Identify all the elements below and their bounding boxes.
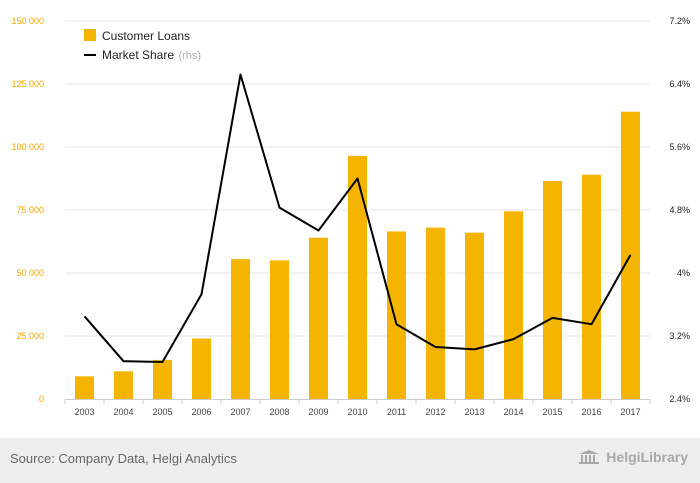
right-tick-label: 4.8%	[669, 205, 690, 215]
legend-label-customer-loans: Customer Loans	[102, 29, 190, 43]
legend: Customer Loans Market Share (rhs)	[84, 29, 201, 63]
x-tick-label: 2015	[542, 407, 562, 417]
left-tick-label: 50 000	[16, 268, 44, 278]
x-tick-label: 2012	[425, 407, 445, 417]
x-axis-ticks: 2003 2004 2005 2006 2007 2008 2009 2010 2011 2012…	[64, 399, 651, 417]
bar-customer-loans-2014	[504, 211, 523, 399]
left-axis-ticks: 0 25 000 50 000 75 000 100 000 125 000 150 000	[11, 16, 44, 404]
right-tick-label: 6.4%	[669, 79, 690, 89]
bar-customer-loans-2010	[348, 155, 367, 399]
bar-customer-loans-2011	[387, 231, 406, 399]
bar-customer-loans-2009	[309, 237, 328, 399]
x-tick-label: 2009	[308, 407, 328, 417]
right-tick-label: 2.4%	[669, 394, 690, 404]
x-tick-label: 2010	[347, 407, 367, 417]
legend-label-market-share-suffix: (rhs)	[178, 50, 201, 62]
bar-customer-loans-2008	[270, 260, 289, 399]
right-tick-label: 7.2%	[669, 16, 690, 26]
footer-band	[0, 438, 700, 483]
left-tick-label: 25 000	[16, 331, 44, 341]
x-tick-label: 2003	[74, 407, 94, 417]
market-share-line-group	[83, 73, 632, 363]
right-tick-label: 5.6%	[669, 142, 690, 152]
x-tick-label: 2004	[113, 407, 133, 417]
x-tick-label: 2005	[152, 407, 172, 417]
legend-label-market-share-text: Market Share	[102, 48, 174, 62]
right-tick-label: 4%	[677, 268, 690, 278]
left-tick-label: 125 000	[11, 79, 44, 89]
brand-name: HelgiLibrary	[606, 449, 688, 465]
line-market-share	[83, 73, 632, 363]
legend-label-market-share: Market Share (rhs)	[102, 46, 201, 63]
right-axis-ticks: 2.4% 3.2% 4% 4.8% 5.6% 6.4% 7.2%	[669, 16, 690, 404]
bar-customer-loans-2007	[231, 259, 250, 399]
x-tick-label: 2017	[620, 407, 640, 417]
bar-customer-loans-2005	[153, 359, 172, 399]
bar-customer-loans-2012	[426, 227, 445, 399]
chart: 0 25 000 50 000 75 000 100 000 125 000 150 000…	[11, 16, 690, 417]
bars	[75, 111, 640, 399]
x-tick-label: 2006	[191, 407, 211, 417]
left-tick-label: 150 000	[11, 16, 44, 26]
bar-customer-loans-2003	[75, 376, 94, 399]
left-tick-label: 100 000	[11, 142, 44, 152]
left-tick-label: 75 000	[16, 205, 44, 215]
source-note: Source: Company Data, Helgi Analytics	[10, 451, 237, 466]
x-tick-label: 2011	[387, 407, 406, 417]
bar-customer-loans-2013	[465, 232, 484, 399]
x-tick-label: 2014	[503, 407, 523, 417]
x-tick-label: 2008	[269, 407, 289, 417]
bar-customer-loans-2016	[582, 174, 601, 399]
legend-marker-customer-loans	[84, 29, 96, 41]
x-tick-label: 2007	[230, 407, 250, 417]
x-tick-label: 2016	[581, 407, 601, 417]
x-tick-label: 2013	[464, 407, 484, 417]
left-tick-label: 0	[39, 394, 44, 404]
bar-customer-loans-2004	[114, 371, 133, 399]
right-tick-label: 3.2%	[669, 331, 690, 341]
bar-customer-loans-2015	[543, 181, 562, 399]
library-building-icon	[579, 450, 600, 464]
brand-logo: HelgiLibrary	[578, 449, 688, 465]
bar-customer-loans-2006	[192, 338, 211, 399]
